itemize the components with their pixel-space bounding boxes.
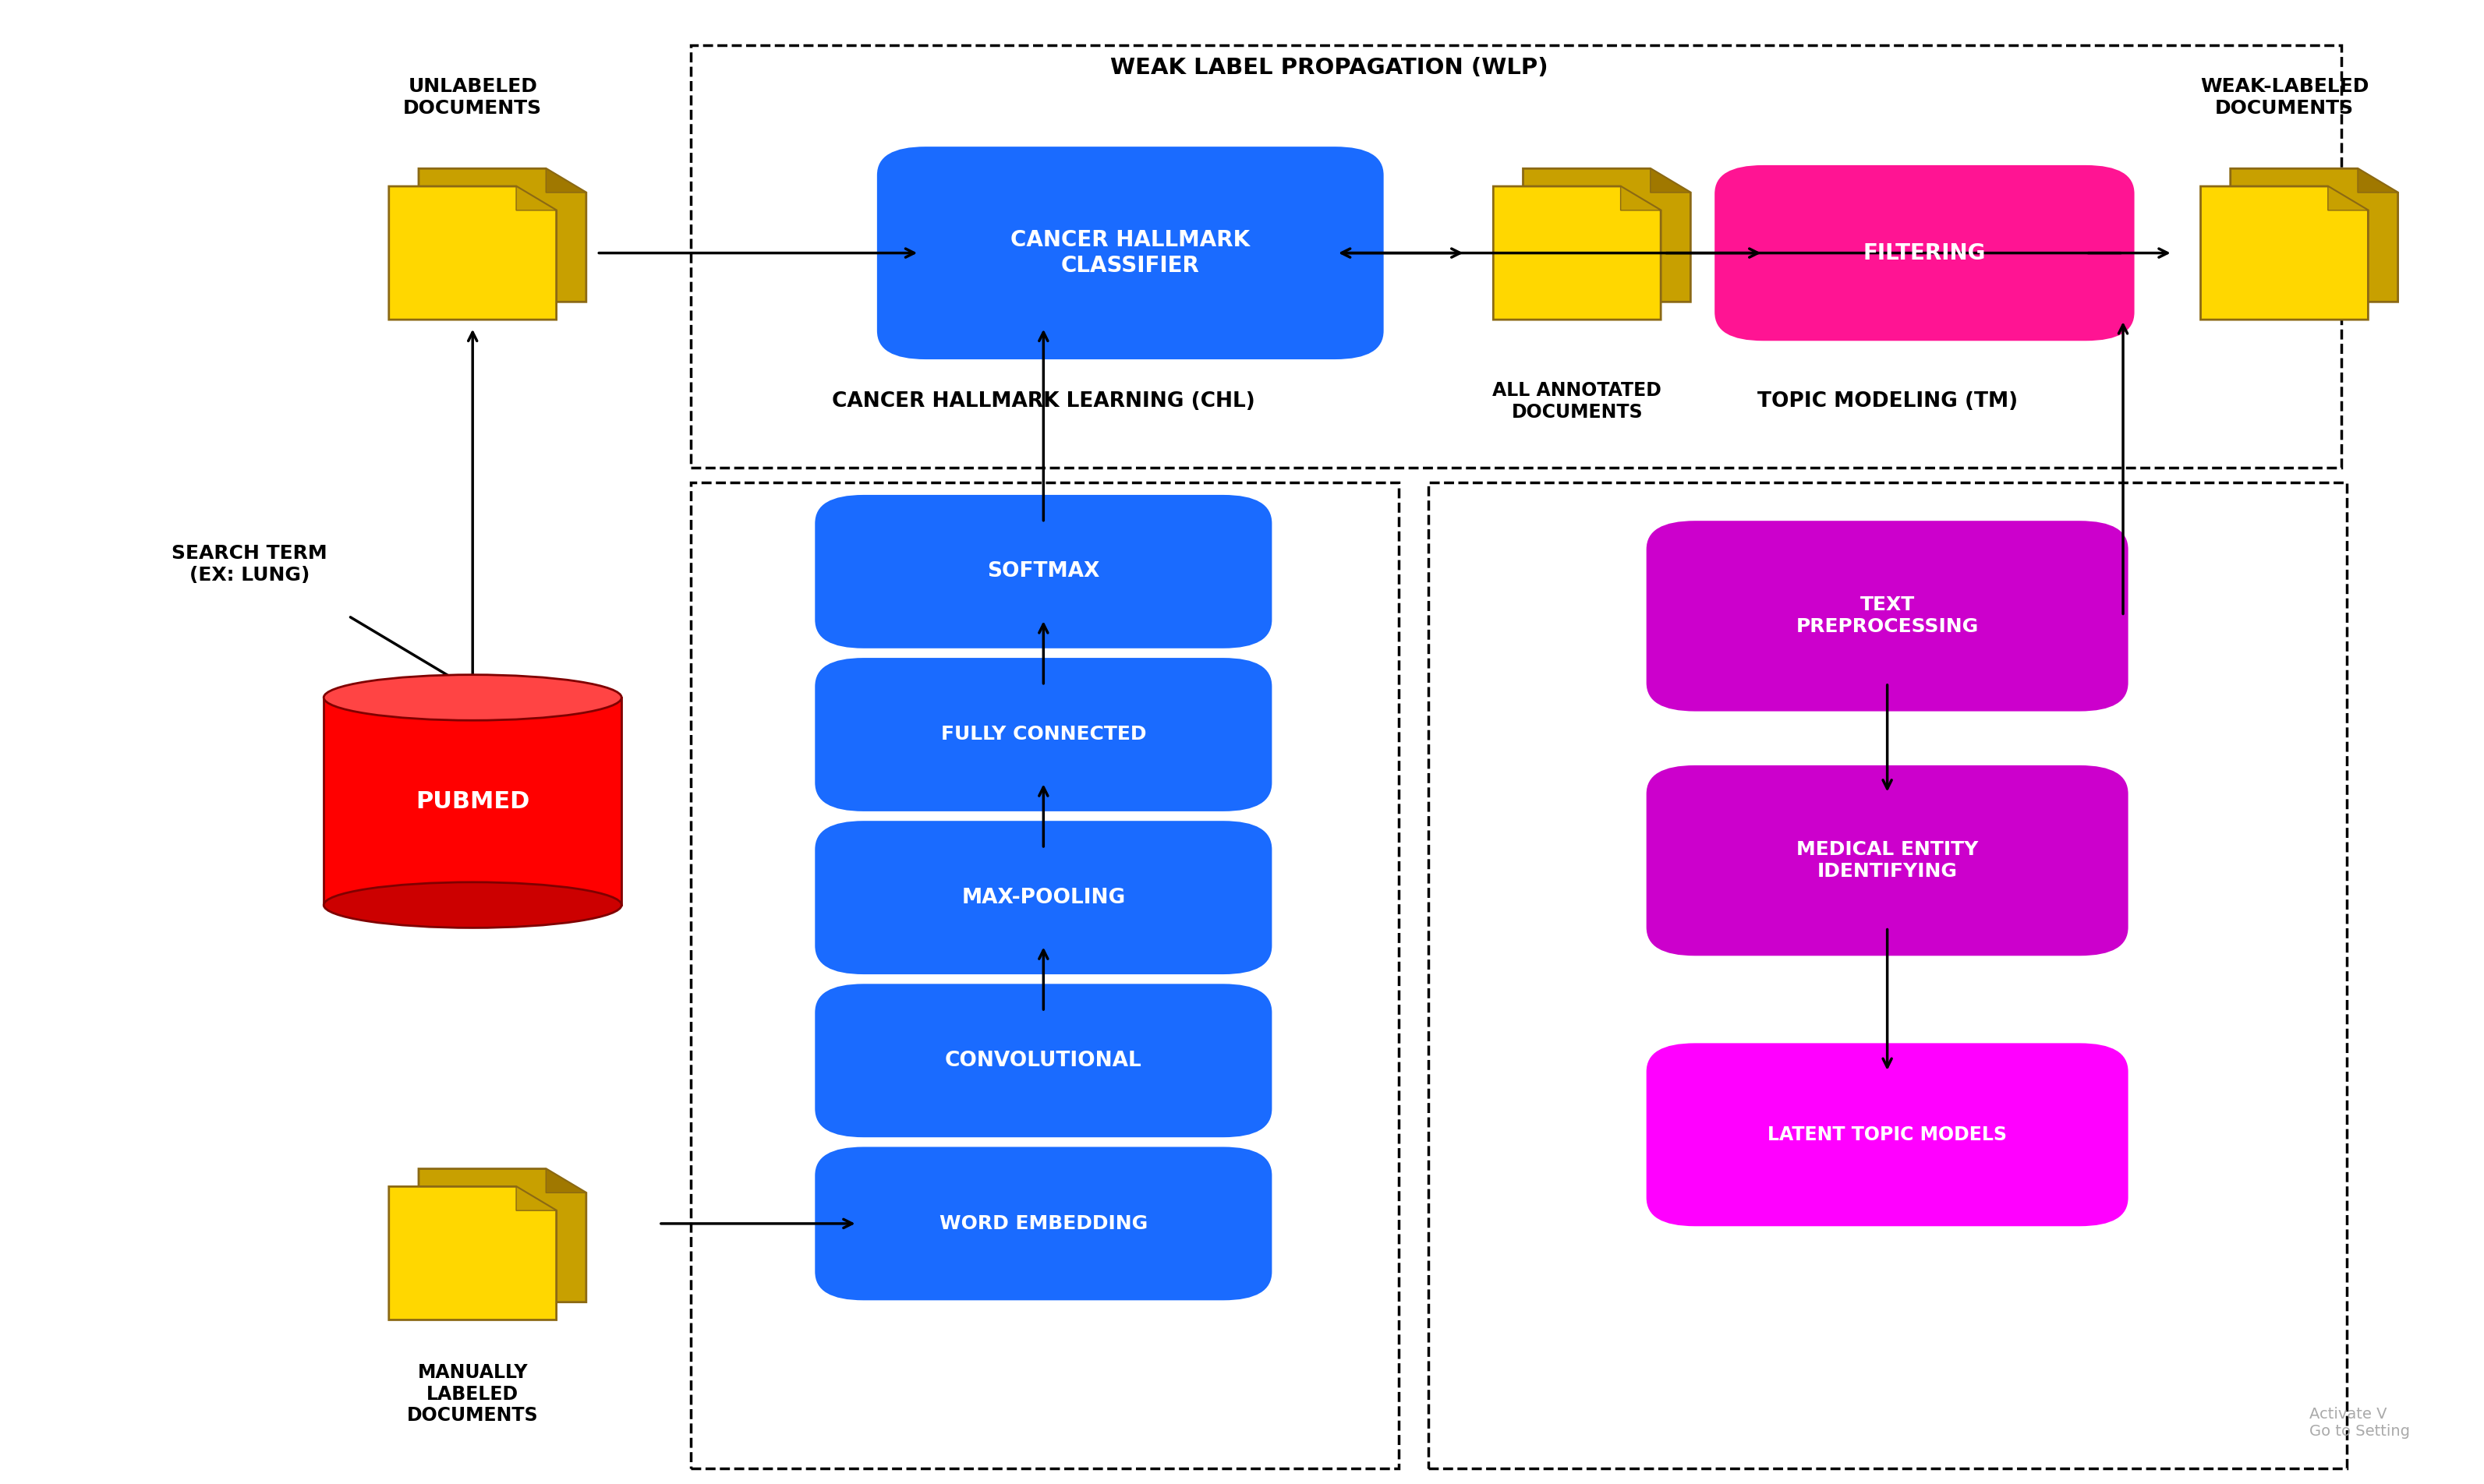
- Polygon shape: [1649, 169, 1692, 193]
- Bar: [691, 482, 1398, 1468]
- Text: CANCER HALLMARK
CLASSIFIER: CANCER HALLMARK CLASSIFIER: [1011, 230, 1249, 276]
- Text: UNLABELED
DOCUMENTS: UNLABELED DOCUMENTS: [402, 77, 542, 117]
- Text: MANUALLY
LABELED
DOCUMENTS: MANUALLY LABELED DOCUMENTS: [407, 1362, 539, 1425]
- FancyBboxPatch shape: [1714, 165, 2136, 341]
- FancyBboxPatch shape: [815, 982, 1272, 1138]
- FancyBboxPatch shape: [815, 657, 1272, 812]
- FancyBboxPatch shape: [323, 697, 621, 905]
- Ellipse shape: [323, 675, 621, 720]
- Text: LATENT TOPIC MODELS: LATENT TOPIC MODELS: [1769, 1125, 2007, 1144]
- FancyBboxPatch shape: [815, 819, 1272, 975]
- Polygon shape: [1620, 187, 1662, 211]
- Text: MAX-POOLING: MAX-POOLING: [961, 887, 1125, 908]
- Text: WEAK-LABELED
DOCUMENTS: WEAK-LABELED DOCUMENTS: [2201, 77, 2370, 117]
- Text: CANCER HALLMARK LEARNING (CHL): CANCER HALLMARK LEARNING (CHL): [832, 392, 1254, 411]
- FancyBboxPatch shape: [1644, 519, 2129, 712]
- Text: ALL ANNOTATED
DOCUMENTS: ALL ANNOTATED DOCUMENTS: [1493, 381, 1662, 421]
- Polygon shape: [2231, 169, 2397, 301]
- FancyBboxPatch shape: [815, 494, 1272, 650]
- Polygon shape: [390, 187, 556, 319]
- Polygon shape: [2328, 187, 2367, 211]
- FancyBboxPatch shape: [1644, 1042, 2129, 1227]
- Text: TEXT
PREPROCESSING: TEXT PREPROCESSING: [1796, 597, 1980, 637]
- Ellipse shape: [323, 881, 621, 928]
- Polygon shape: [420, 1169, 586, 1301]
- Text: CONVOLUTIONAL: CONVOLUTIONAL: [944, 1051, 1143, 1071]
- Polygon shape: [546, 169, 586, 193]
- Text: SEARCH TERM
(EX: LUNG): SEARCH TERM (EX: LUNG): [171, 545, 328, 585]
- Polygon shape: [2357, 169, 2397, 193]
- Bar: [1428, 482, 2347, 1468]
- Polygon shape: [2201, 187, 2367, 319]
- Polygon shape: [390, 1187, 556, 1319]
- Text: PUBMED: PUBMED: [415, 789, 529, 813]
- Text: WEAK LABEL PROPAGATION (WLP): WEAK LABEL PROPAGATION (WLP): [1110, 56, 1548, 79]
- Text: SOFTMAX: SOFTMAX: [986, 561, 1100, 582]
- FancyBboxPatch shape: [877, 145, 1384, 361]
- Polygon shape: [1493, 187, 1662, 319]
- Text: WORD EMBEDDING: WORD EMBEDDING: [939, 1214, 1148, 1233]
- Polygon shape: [546, 1169, 586, 1193]
- Bar: [691, 46, 2342, 467]
- Polygon shape: [517, 1187, 556, 1211]
- Polygon shape: [517, 187, 556, 211]
- Polygon shape: [1523, 169, 1692, 301]
- FancyBboxPatch shape: [1644, 764, 2129, 957]
- Text: FILTERING: FILTERING: [1863, 242, 1985, 264]
- Text: Activate V
Go to Setting: Activate V Go to Setting: [2310, 1407, 2409, 1438]
- FancyBboxPatch shape: [815, 1146, 1272, 1301]
- Text: FULLY CONNECTED: FULLY CONNECTED: [941, 726, 1145, 743]
- Polygon shape: [420, 169, 586, 301]
- Text: MEDICAL ENTITY
IDENTIFYING: MEDICAL ENTITY IDENTIFYING: [1796, 840, 1977, 880]
- Text: TOPIC MODELING (TM): TOPIC MODELING (TM): [1756, 392, 2017, 411]
